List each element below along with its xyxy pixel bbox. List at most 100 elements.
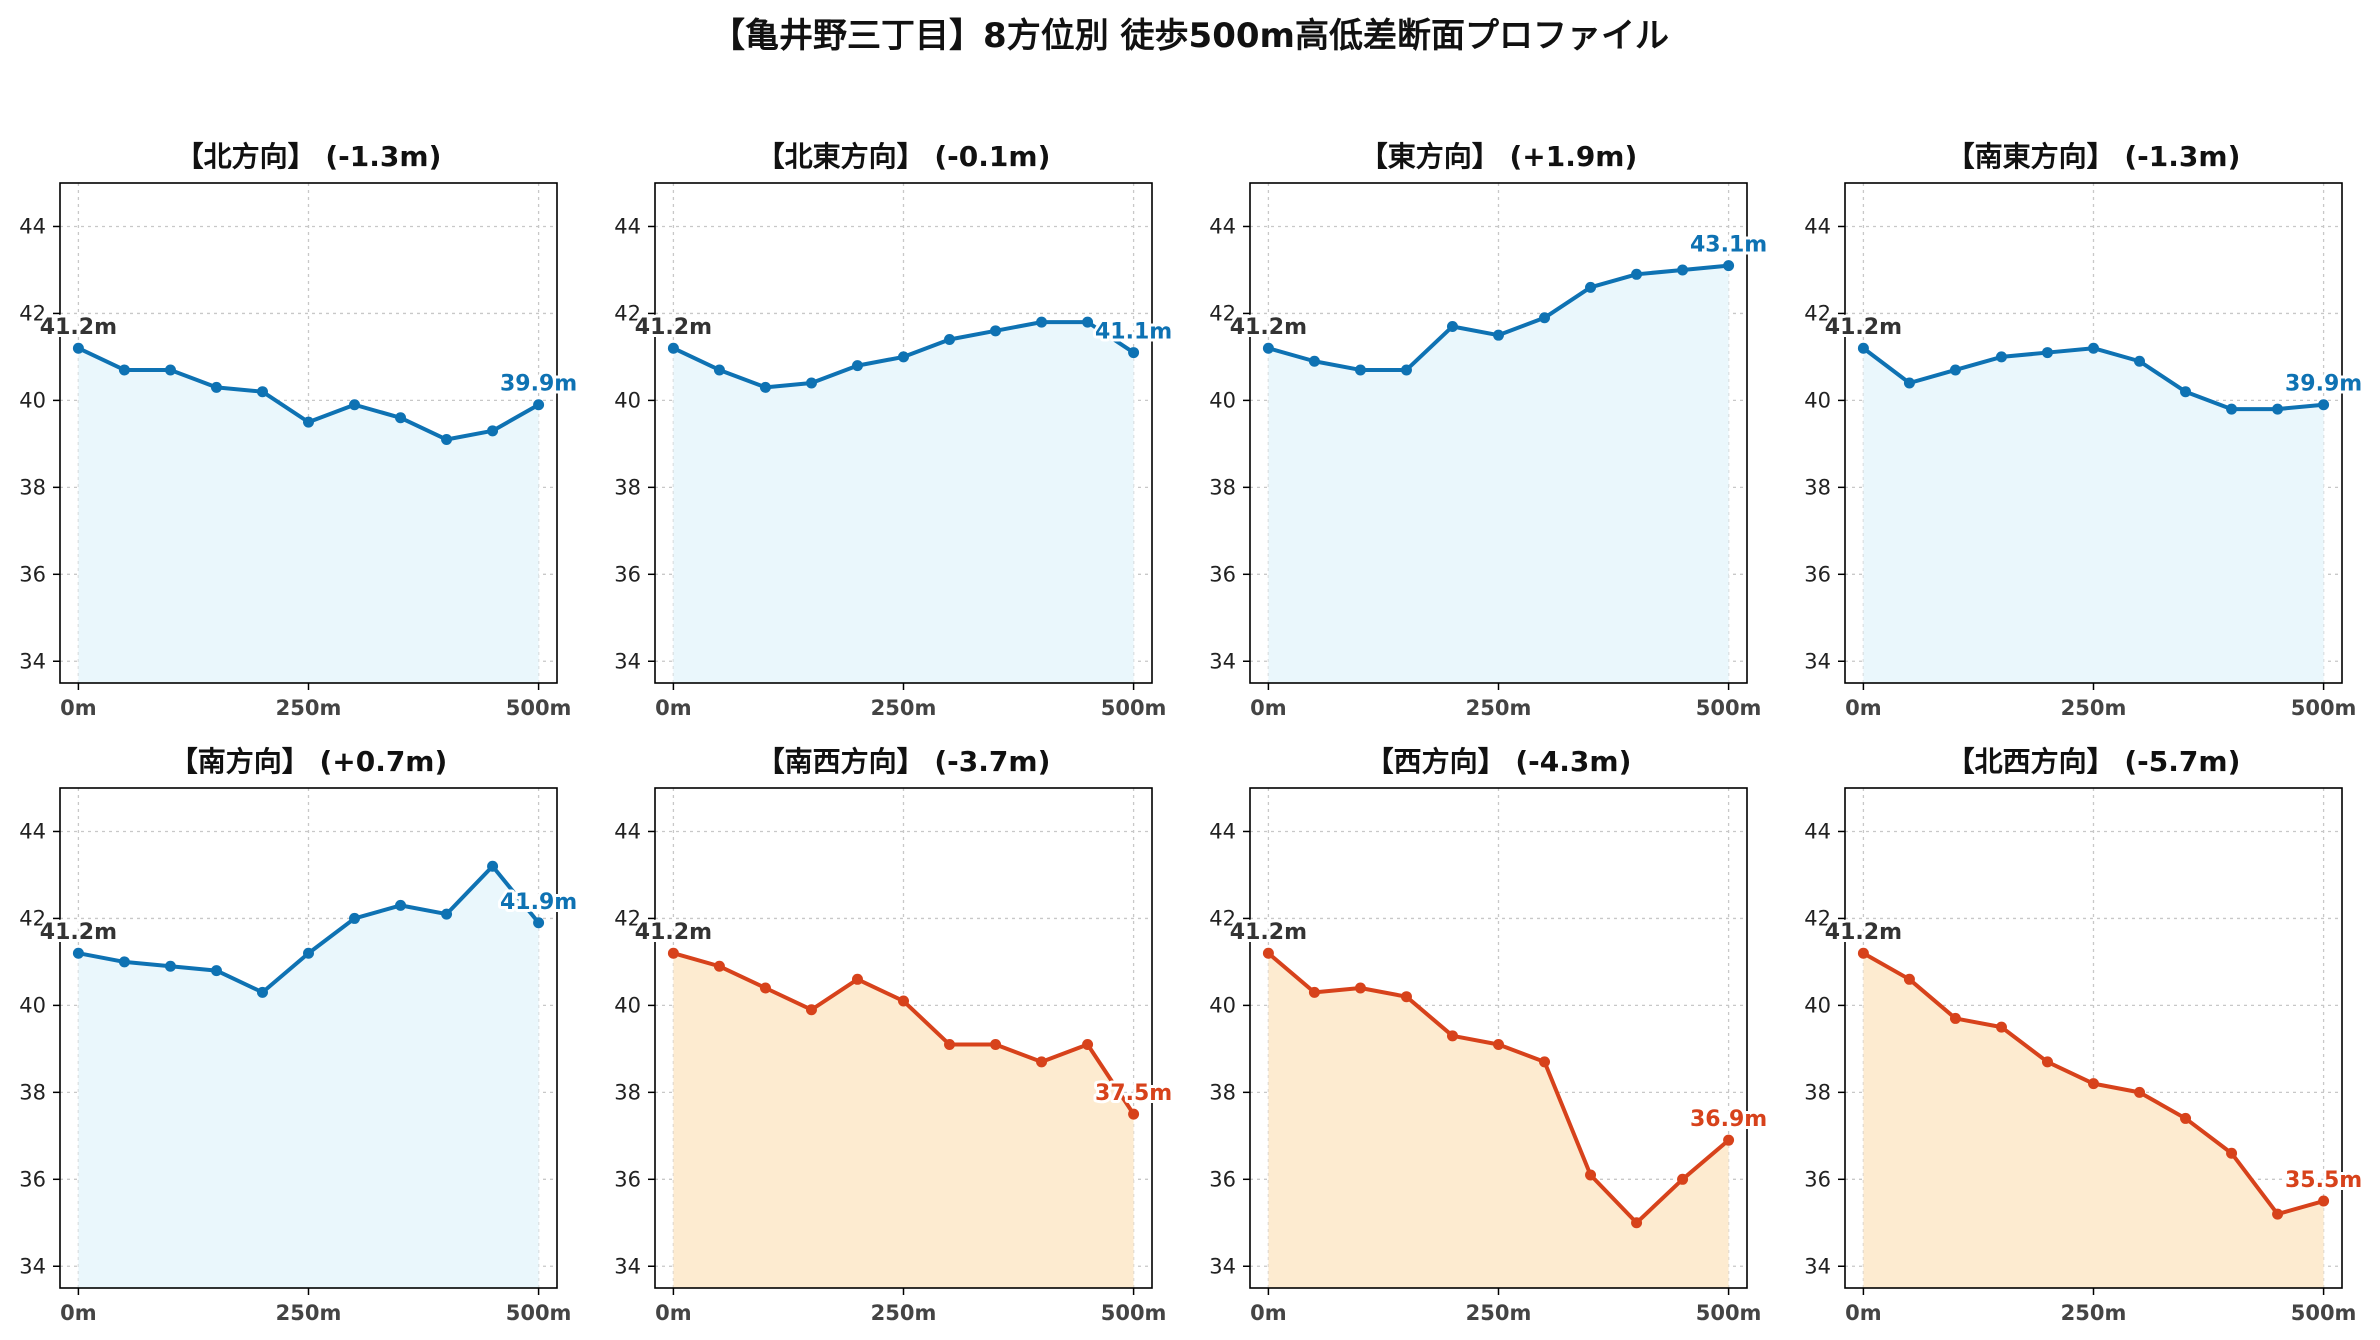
elevation-point: [1493, 329, 1504, 341]
elevation-area: [1863, 348, 2324, 683]
x-tick-label: 0m: [1250, 1301, 1287, 1325]
y-tick-label: 40: [19, 388, 46, 412]
elevation-point: [2226, 1147, 2238, 1159]
end-elevation-label: 43.1m: [1690, 233, 1767, 258]
y-tick-label: 38: [1804, 475, 1831, 499]
elevation-point: [2180, 1112, 2192, 1124]
y-tick-label: 44: [614, 819, 641, 843]
x-tick-label: 250m: [2061, 1301, 2127, 1325]
panel-title: 【北東方向】 (-0.1m): [757, 140, 1051, 173]
y-tick-label: 38: [614, 1080, 641, 1104]
end-elevation-label: 36.9m: [1690, 1107, 1767, 1132]
panel-title: 【西方向】 (-4.3m): [1366, 745, 1632, 778]
panel-title: 【南方向】 (+0.7m): [170, 745, 448, 778]
elevation-point: [944, 334, 956, 346]
elevation-point: [1128, 1108, 1140, 1120]
elevation-point: [1354, 982, 1366, 994]
elevation-point: [1036, 1056, 1048, 1068]
y-tick-label: 38: [1209, 1080, 1236, 1104]
end-elevation-label: 37.5m: [1095, 1081, 1172, 1106]
elevation-point: [1539, 1056, 1551, 1068]
elevation-point: [441, 434, 453, 446]
elevation-point: [1857, 342, 1869, 354]
x-tick-label: 250m: [2061, 696, 2127, 720]
y-tick-label: 42: [614, 906, 641, 930]
y-tick-label: 44: [614, 214, 641, 238]
elevation-point: [1308, 355, 1320, 367]
elevation-point: [441, 908, 453, 920]
x-tick-label: 0m: [1250, 696, 1287, 720]
elevation-point: [395, 412, 407, 424]
start-elevation-label: 41.2m: [40, 315, 117, 340]
panel-title: 【東方向】 (+1.9m): [1360, 140, 1638, 173]
y-tick-label: 44: [1209, 214, 1236, 238]
y-tick-label: 34: [614, 1254, 641, 1278]
elevation-point: [2180, 386, 2192, 398]
elevation-point: [2226, 403, 2238, 415]
elevation-area: [673, 953, 1134, 1288]
profile-panel-5: 【南方向】 (+0.7m) 34 36 38 40 42 44 0m 250m 500m 41.2m…: [19, 745, 580, 1325]
end-elevation-label: 35.5m: [2285, 1168, 2362, 1193]
x-tick-label: 500m: [1696, 1301, 1762, 1325]
y-tick-label: 38: [19, 1080, 46, 1104]
elevation-point: [72, 947, 84, 959]
elevation-point: [990, 1039, 1002, 1051]
elevation-point: [487, 425, 499, 437]
elevation-point: [395, 899, 407, 911]
x-tick-label: 500m: [1101, 696, 1167, 720]
elevation-point: [990, 325, 1002, 337]
start-elevation-label: 41.2m: [635, 920, 712, 945]
elevation-point: [256, 386, 268, 398]
y-tick-label: 38: [19, 475, 46, 499]
elevation-point: [1036, 316, 1048, 328]
elevation-point: [2134, 1086, 2146, 1098]
panel-title: 【南東方向】 (-1.3m): [1947, 140, 2241, 173]
x-tick-label: 0m: [60, 696, 97, 720]
elevation-point: [256, 986, 268, 998]
elevation-point: [2318, 1195, 2330, 1207]
elevation-point: [1857, 947, 1869, 959]
elevation-point: [1723, 1134, 1735, 1146]
elevation-point: [1082, 316, 1094, 328]
elevation-point: [2041, 347, 2053, 359]
elevation-area: [1268, 265, 1729, 683]
y-tick-label: 36: [1209, 1167, 1236, 1191]
elevation-point: [1128, 347, 1140, 359]
x-tick-label: 250m: [1466, 696, 1532, 720]
x-tick-label: 0m: [655, 696, 692, 720]
elevation-point: [1995, 351, 2007, 363]
y-tick-label: 42: [614, 301, 641, 325]
x-tick-label: 500m: [2291, 696, 2357, 720]
x-tick-label: 0m: [655, 1301, 692, 1325]
y-tick-label: 36: [19, 1167, 46, 1191]
elevation-point: [898, 995, 909, 1007]
elevation-point: [1262, 342, 1274, 354]
profile-panel-8: 【北西方向】 (-5.7m) 34 36 38 40 42 44 0m 250m 500m 41.2…: [1804, 745, 2365, 1325]
end-elevation-label: 41.9m: [500, 890, 577, 915]
elevation-area: [1863, 953, 2324, 1288]
elevation-point: [210, 381, 222, 393]
elevation-point: [118, 364, 130, 376]
y-tick-label: 34: [1804, 649, 1831, 673]
elevation-point: [805, 377, 817, 389]
x-tick-label: 500m: [1101, 1301, 1167, 1325]
y-tick-label: 36: [1804, 562, 1831, 586]
y-tick-label: 42: [1804, 906, 1831, 930]
elevation-point: [303, 947, 314, 959]
profile-panel-1: 【北方向】 (-1.3m) 34 36 38 40 42 44 0m 250m 500m 41.2m…: [19, 140, 580, 720]
figure-title: 【亀井野三丁目】8方位別 徒歩500m高低差断面プロファイル: [711, 16, 1669, 56]
elevation-point: [2272, 1208, 2284, 1220]
x-tick-label: 0m: [1845, 1301, 1882, 1325]
elevation-point: [759, 381, 771, 393]
x-tick-label: 250m: [276, 1301, 342, 1325]
elevation-area: [78, 348, 539, 683]
elevation-point: [72, 342, 84, 354]
x-tick-label: 250m: [871, 1301, 937, 1325]
y-tick-label: 38: [614, 475, 641, 499]
elevation-point: [1585, 281, 1597, 293]
y-tick-label: 40: [19, 993, 46, 1017]
elevation-point: [2134, 355, 2146, 367]
elevation-point: [713, 960, 725, 972]
y-tick-label: 44: [1804, 819, 1831, 843]
